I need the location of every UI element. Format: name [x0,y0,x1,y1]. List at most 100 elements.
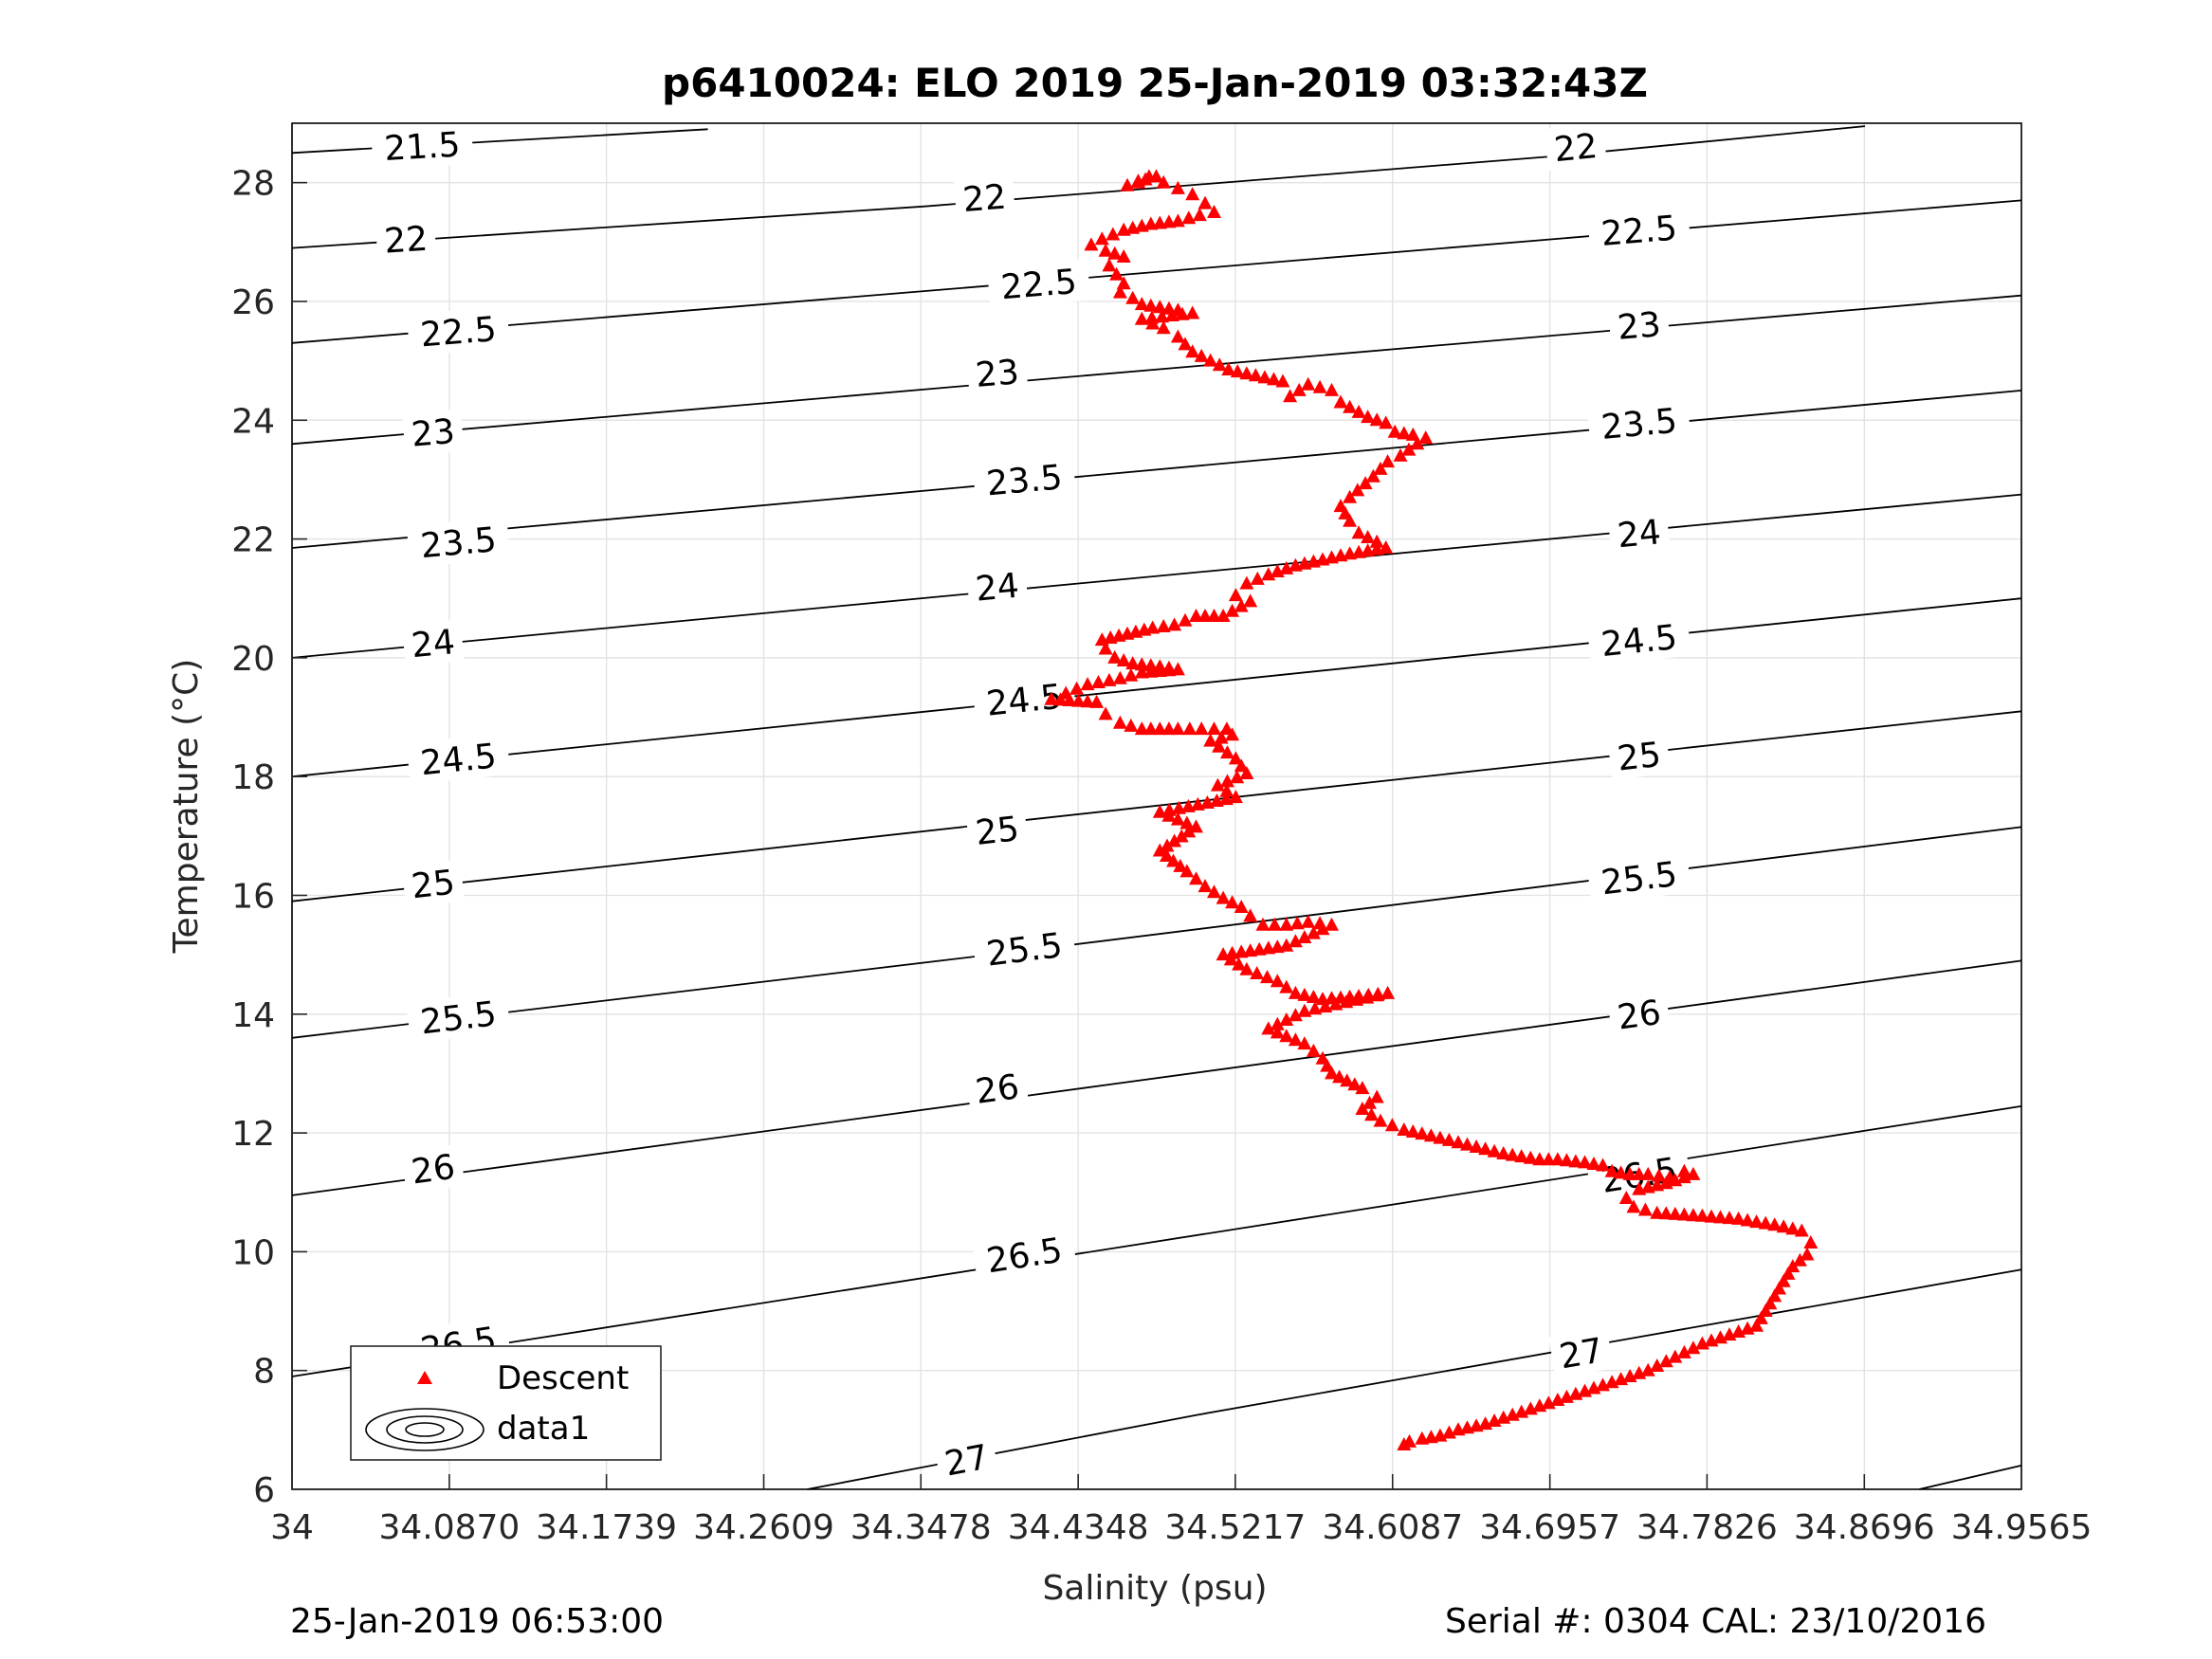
descent-point [1361,410,1376,424]
descent-point [1234,598,1249,612]
descent-point [1541,1395,1556,1410]
descent-point [1550,1152,1565,1166]
descent-point [1174,829,1189,843]
descent-point [1333,548,1348,562]
descent-point [1369,541,1384,556]
contour-label-backdrop [1586,850,1691,905]
descent-point [1387,424,1402,438]
descent-point [1325,382,1339,396]
descent-point [1362,1095,1377,1109]
descent-point [1418,430,1434,445]
contour-label: 22 [1552,127,1600,170]
axis-ticks: 34 34.0870 34.1739 34.2609 34.3478 34.4348 34.… [231,165,2092,1547]
descent-point [1776,1219,1791,1233]
descent-point [1505,1407,1520,1421]
descent-point [1423,1430,1438,1444]
legend: Descent data1 [350,1345,662,1461]
descent-point [1514,1149,1529,1163]
descent-point [1365,468,1380,483]
descent-point [1125,290,1141,304]
contour-label-backdrop [401,619,465,667]
contour-label-backdrop [953,173,1016,221]
descent-point [1676,1170,1691,1184]
descent-point [1351,544,1366,558]
descent-point [1152,664,1167,677]
y-tick-label: 24 [231,402,275,441]
contour-label-backdrop [1607,732,1671,780]
contour-label-backdrop [965,806,1029,854]
x-tick-label: 34.0870 [378,1508,520,1547]
descent-point [1393,447,1408,462]
descent-point [1325,1066,1339,1080]
descent-point [1347,1077,1362,1091]
descent-point [1441,1132,1456,1146]
y-tick-label: 12 [231,1115,275,1154]
descent-point [1632,1166,1647,1180]
descent-point [1084,237,1099,251]
descent-point [1156,619,1171,632]
descent-series [1044,169,1819,1450]
contour-label-backdrop [401,1143,466,1194]
contour-label: 25 [410,864,457,907]
descent-point [1234,758,1249,773]
descent-point [1152,215,1167,229]
descent-point [1255,917,1271,931]
descent-point [1243,908,1258,922]
descent-point [1478,1416,1493,1431]
descent-point [1658,1354,1673,1368]
descent-point [1239,366,1254,380]
descent-point [1197,879,1213,893]
descent-point [1257,370,1272,384]
descent-point [1152,843,1167,857]
descent-point [1179,815,1195,830]
contour-label: 27 [1557,1331,1606,1376]
descent-point [1340,1073,1355,1087]
contour-label-backdrop [972,673,1077,726]
descent-point [1134,311,1149,325]
legend-data1-label: data1 [497,1410,590,1448]
descent-point [1307,1001,1323,1015]
descent-point [1171,800,1186,814]
density-contour-line [291,125,1866,249]
contour-label-backdrop [401,409,465,456]
contour-label: 25 [974,810,1021,853]
descent-point [1125,656,1141,670]
descent-point [1568,1386,1583,1400]
density-contour-line [1919,1465,2022,1490]
descent-point [1604,1375,1619,1389]
descent-point [1230,364,1245,378]
descent-point [1668,1206,1683,1220]
descent-point [1373,1113,1388,1127]
descent-point [1094,231,1109,246]
descent-point [1112,284,1127,299]
descent-point [1405,1124,1420,1138]
descent-point [1225,727,1240,741]
descent-point [1358,476,1373,490]
descent-point [1102,672,1117,686]
descent-point [1301,376,1316,391]
descent-point [1181,824,1197,838]
descent-point [1652,1168,1667,1182]
contour-label: 26 [973,1067,1021,1112]
contour-label: 26 [1615,994,1663,1038]
descent-point [1109,266,1124,281]
descent-point [1279,1012,1294,1026]
contour-label-backdrop [1586,613,1691,666]
descent-point [1785,1221,1801,1235]
descent-point [1333,394,1348,409]
descent-point [1261,1021,1276,1035]
descent-point [1120,177,1135,191]
descent-point [1704,1333,1719,1347]
descent-point [1125,220,1141,234]
descent-point [1694,1208,1709,1222]
descent-point [1686,1208,1701,1222]
descent-point [1203,353,1218,367]
descent-point [1250,571,1265,585]
descent-point [1803,1235,1819,1249]
descent-point [1225,945,1240,959]
descent-point [1487,1413,1502,1427]
descent-point [1349,992,1364,1006]
descent-point [1220,774,1234,788]
descent-point [1167,833,1182,848]
descent-point [1270,1016,1285,1030]
